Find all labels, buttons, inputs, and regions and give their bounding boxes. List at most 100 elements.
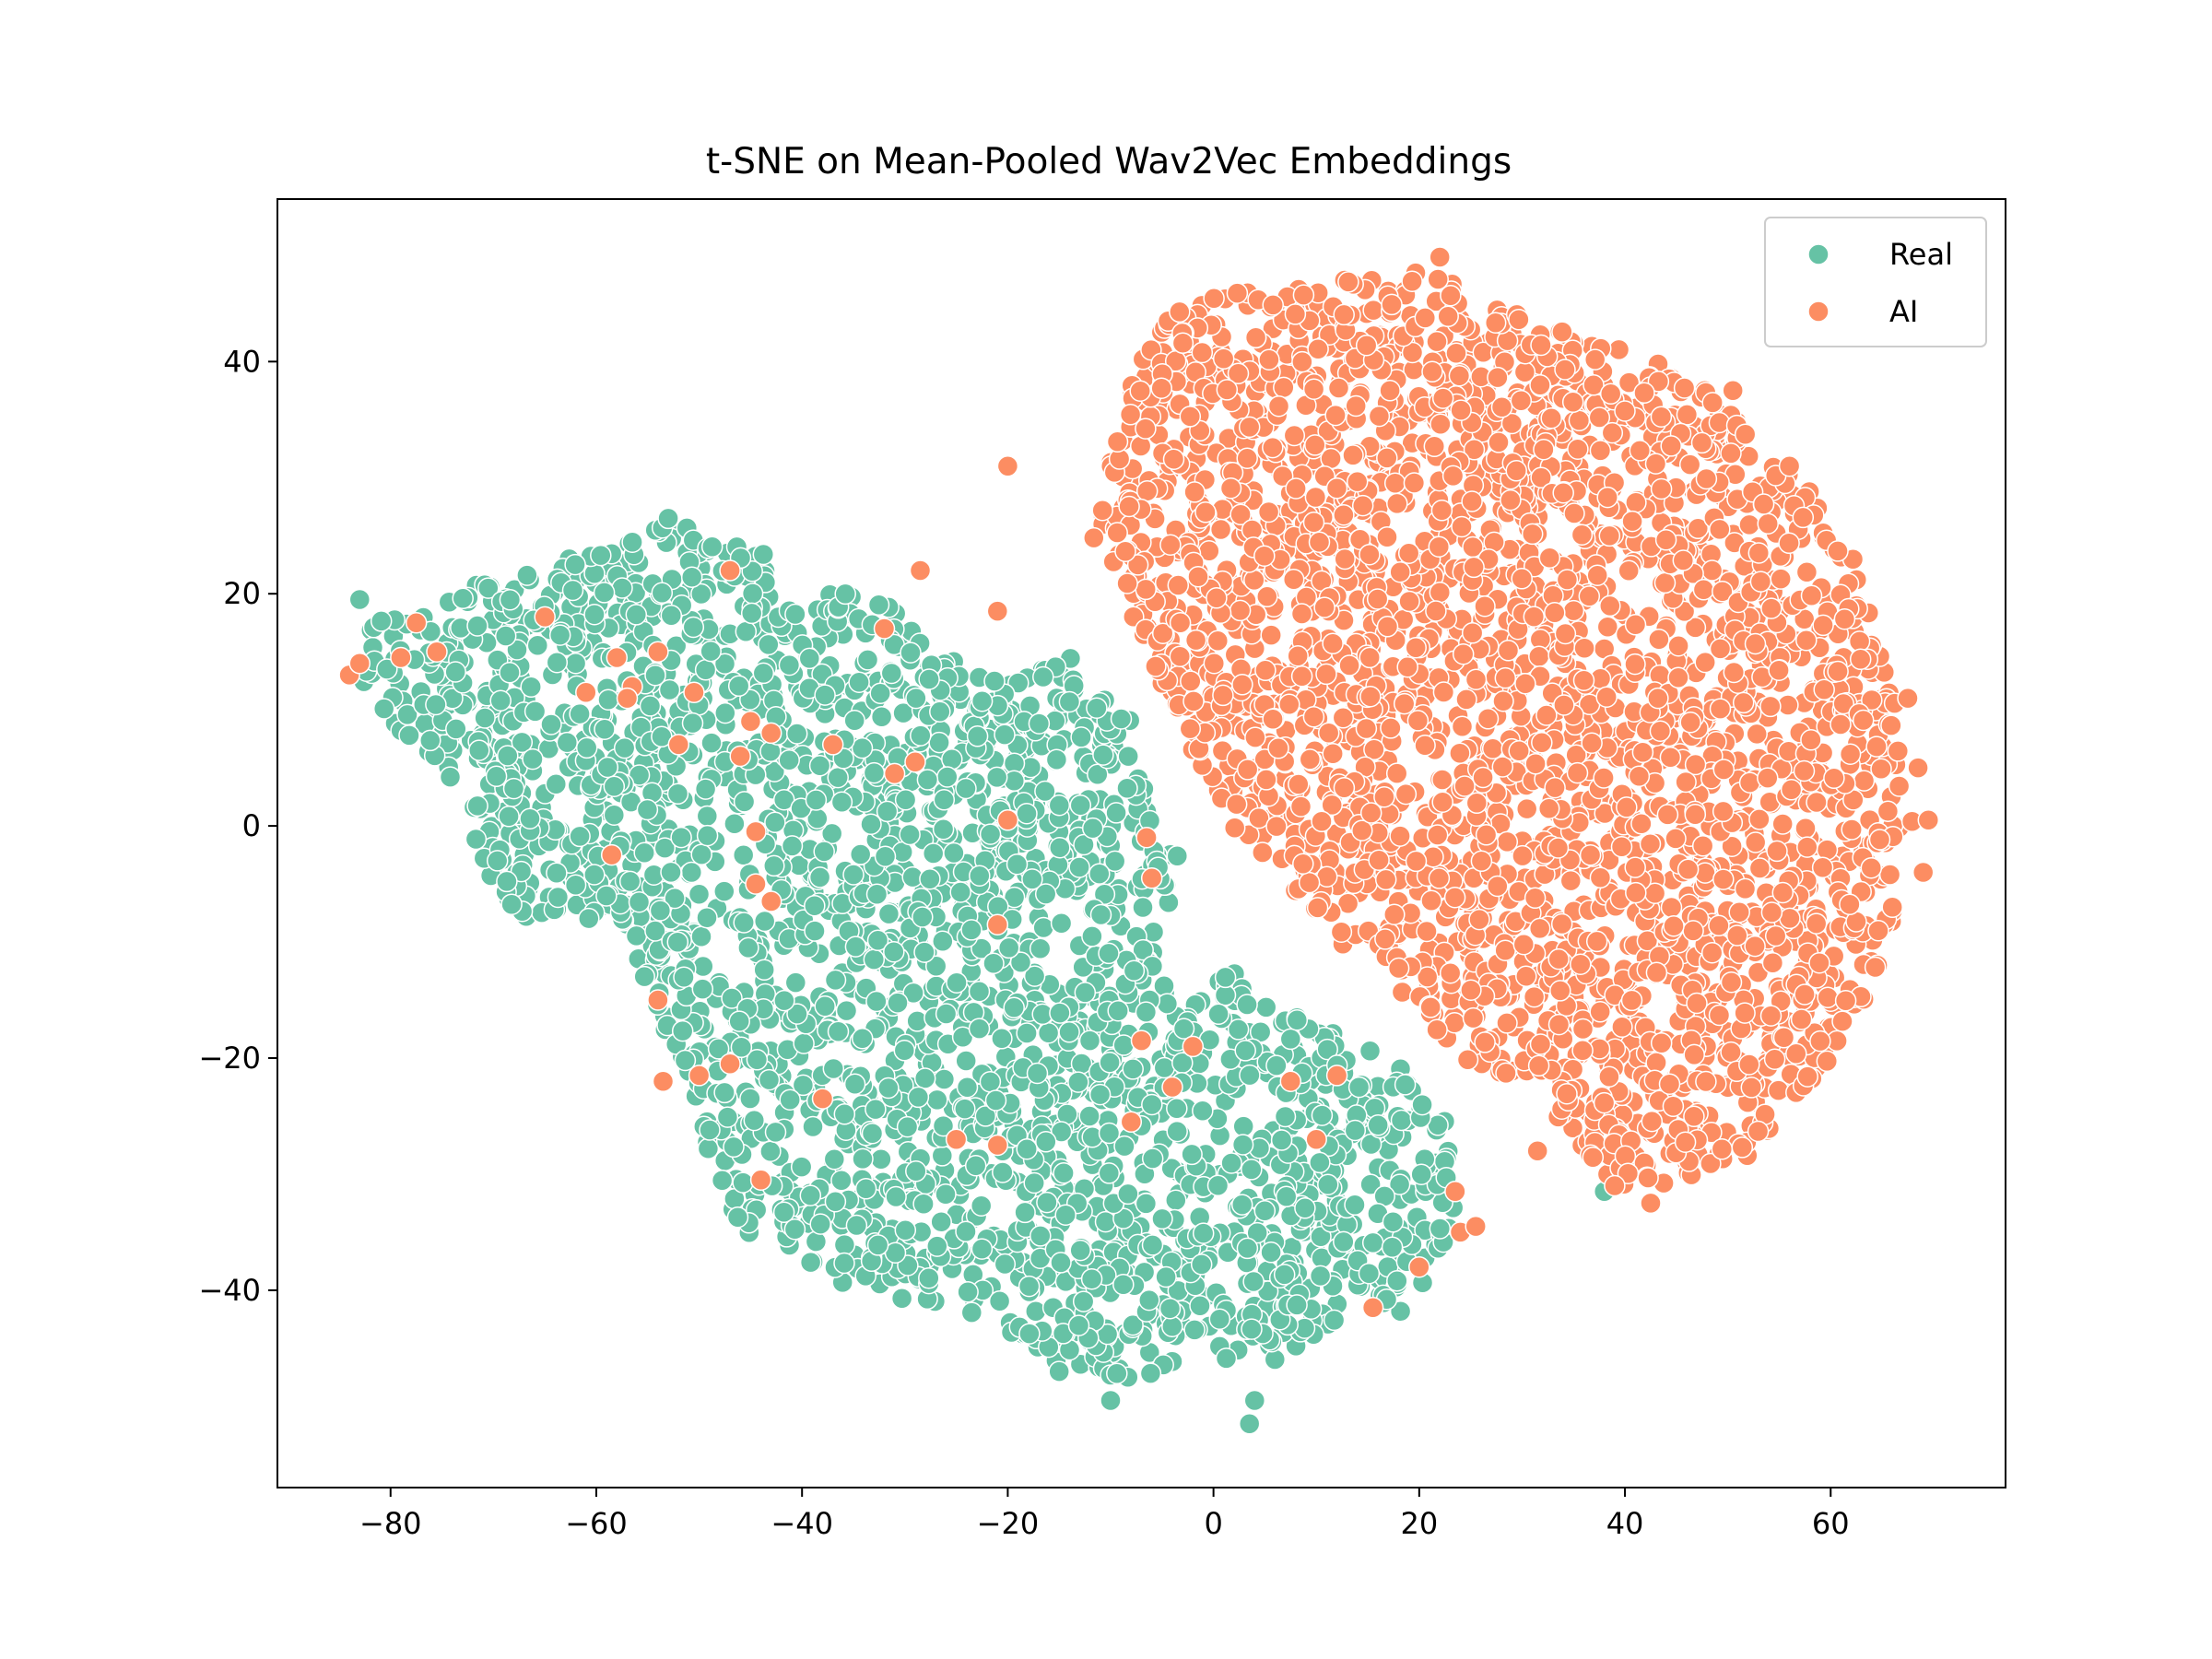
real-point <box>726 1206 749 1229</box>
real-point <box>781 835 804 857</box>
ai-point <box>1556 1082 1578 1105</box>
real-point <box>500 893 523 915</box>
real-point <box>969 865 991 887</box>
real-point <box>1239 1064 1261 1087</box>
real-point <box>618 870 641 893</box>
ai-point <box>1223 817 1246 840</box>
ai-point <box>1624 614 1647 636</box>
ai-point <box>1877 800 1900 822</box>
ai-point <box>1708 411 1731 434</box>
real-point <box>835 999 858 1022</box>
real-point <box>752 662 775 685</box>
ai-point <box>1171 332 1194 355</box>
real-point <box>611 577 633 599</box>
real-point <box>926 1088 948 1112</box>
real-point <box>935 1003 958 1025</box>
ai-point <box>1559 869 1583 892</box>
real-point <box>1048 794 1071 817</box>
real-point <box>1107 999 1129 1022</box>
ai-point <box>1135 479 1159 502</box>
real-point <box>896 1115 919 1138</box>
ai-point <box>1145 655 1167 677</box>
real-point <box>926 1235 948 1257</box>
ai-point <box>1796 1065 1818 1088</box>
ai-point <box>1083 526 1105 549</box>
ai-point <box>1393 692 1416 715</box>
real-point <box>922 842 945 865</box>
real-point <box>1253 1200 1277 1222</box>
real-point <box>486 850 509 872</box>
ai-point <box>1396 655 1418 678</box>
ai-point <box>1748 857 1771 879</box>
real-point <box>1172 1018 1195 1040</box>
real-point <box>1049 1002 1071 1024</box>
real-point <box>845 1214 868 1237</box>
real-point <box>1317 1173 1339 1195</box>
chart-title: t-SNE on Mean-Pooled Wav2Vec Embeddings <box>706 141 1512 182</box>
real-point <box>700 535 724 559</box>
real-point <box>682 616 705 639</box>
ai-point <box>1744 831 1767 853</box>
real-point <box>520 676 542 699</box>
ai-point <box>1867 920 1889 942</box>
real-point <box>1110 708 1133 730</box>
real-point <box>994 1253 1017 1276</box>
ai-point <box>1779 907 1801 930</box>
real-point <box>833 1252 855 1275</box>
real-point <box>1347 1076 1371 1099</box>
real-point <box>1099 1052 1121 1074</box>
ai-point <box>1492 689 1514 712</box>
ai-point <box>1567 438 1589 460</box>
real-point <box>1070 726 1092 748</box>
real-point <box>824 1190 847 1213</box>
real-point <box>1151 1207 1173 1230</box>
real-point <box>1036 1191 1058 1214</box>
real-point <box>793 1032 815 1054</box>
real-point <box>809 1213 831 1235</box>
real-point <box>894 789 917 811</box>
real-point <box>485 765 508 788</box>
real-point <box>1153 1056 1176 1079</box>
real-point <box>690 582 712 606</box>
real-point <box>633 965 655 988</box>
real-point <box>625 924 648 947</box>
ai-point <box>1760 901 1783 924</box>
real-point <box>955 1220 977 1243</box>
real-point <box>1344 1194 1366 1217</box>
real-point <box>1138 1288 1160 1312</box>
real-point <box>900 641 922 664</box>
ai-point <box>1641 1110 1664 1133</box>
ai-point <box>1451 715 1474 738</box>
ai-point <box>1397 542 1420 564</box>
real-point <box>1361 1231 1384 1254</box>
real-point <box>1080 1267 1103 1290</box>
real-point <box>697 1137 720 1159</box>
ai-point <box>1334 547 1356 571</box>
real-point <box>556 731 579 754</box>
real-point <box>848 671 870 693</box>
real-point <box>982 952 1005 975</box>
real-point <box>1032 665 1054 688</box>
ai-point <box>1656 804 1679 826</box>
real-point <box>1242 1270 1265 1293</box>
ai-point <box>1816 839 1839 861</box>
real-point <box>985 766 1008 789</box>
real-point <box>1105 802 1127 824</box>
real-point <box>1078 1030 1101 1052</box>
real-point <box>758 1068 781 1091</box>
real-point <box>778 748 800 771</box>
real-point <box>498 806 520 828</box>
real-point <box>957 1281 979 1303</box>
real-point <box>1098 942 1120 965</box>
ai-point <box>1771 813 1794 835</box>
ai-point <box>1256 585 1278 608</box>
ai-point <box>1258 348 1280 371</box>
real-point <box>1274 1105 1297 1128</box>
real-point <box>743 1109 766 1132</box>
real-point <box>1058 690 1081 713</box>
ai-point <box>1477 708 1500 730</box>
ai-point <box>1761 952 1784 974</box>
ai-point <box>1445 342 1467 365</box>
ai-point <box>1273 376 1295 399</box>
ai-point <box>1659 746 1682 769</box>
